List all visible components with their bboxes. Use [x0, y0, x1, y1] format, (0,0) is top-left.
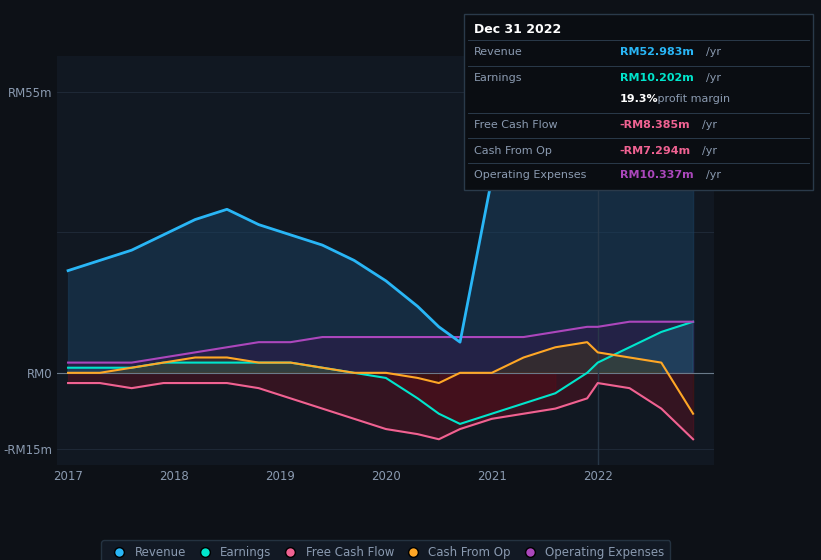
Text: /yr: /yr [702, 120, 717, 130]
Text: Cash From Op: Cash From Op [474, 146, 552, 156]
Text: -RM7.294m: -RM7.294m [620, 146, 691, 156]
Text: RM10.202m: RM10.202m [620, 73, 694, 83]
Text: /yr: /yr [706, 170, 721, 180]
Text: Earnings: Earnings [474, 73, 522, 83]
Text: /yr: /yr [702, 146, 717, 156]
Text: RM10.337m: RM10.337m [620, 170, 694, 180]
Text: profit margin: profit margin [654, 94, 731, 104]
Text: Operating Expenses: Operating Expenses [474, 170, 586, 180]
Text: Dec 31 2022: Dec 31 2022 [474, 23, 561, 36]
Text: Free Cash Flow: Free Cash Flow [474, 120, 557, 130]
Text: 19.3%: 19.3% [620, 94, 658, 104]
Text: Revenue: Revenue [474, 47, 522, 57]
Text: RM52.983m: RM52.983m [620, 47, 694, 57]
Legend: Revenue, Earnings, Free Cash Flow, Cash From Op, Operating Expenses: Revenue, Earnings, Free Cash Flow, Cash … [102, 540, 670, 560]
Text: -RM8.385m: -RM8.385m [620, 120, 690, 130]
Text: /yr: /yr [706, 73, 721, 83]
Text: /yr: /yr [706, 47, 721, 57]
